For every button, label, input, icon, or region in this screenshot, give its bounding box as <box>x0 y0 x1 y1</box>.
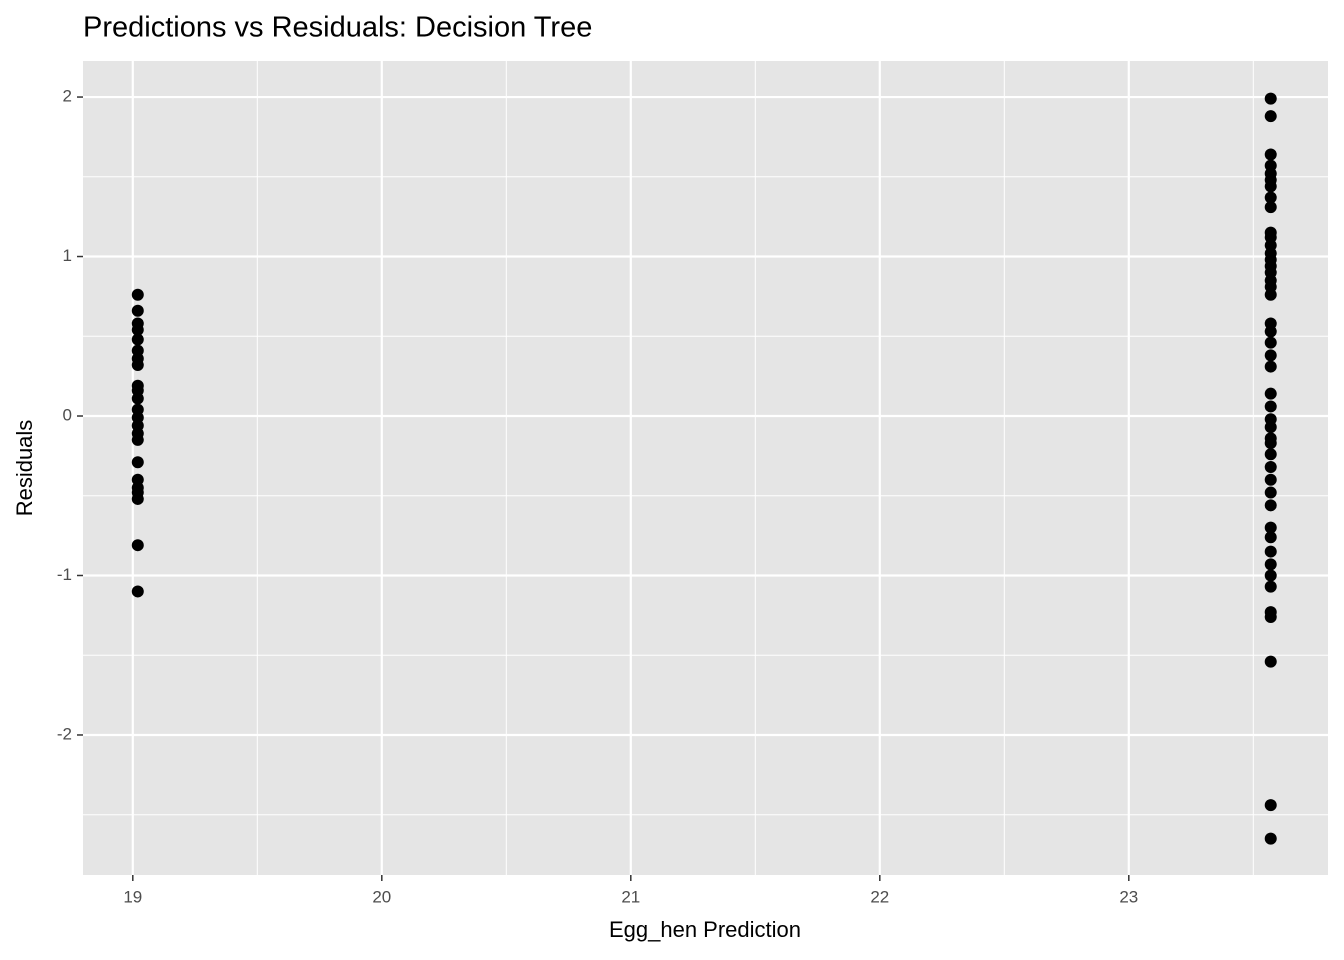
point <box>1264 558 1277 571</box>
y-tick-label: 0 <box>63 405 72 424</box>
point <box>1264 448 1277 461</box>
point <box>131 288 144 301</box>
y-tick-label: -2 <box>57 724 72 743</box>
y-tick-label: 1 <box>63 246 72 265</box>
point <box>131 492 144 505</box>
point <box>1264 655 1277 668</box>
x-tick-label: 22 <box>870 887 889 906</box>
point <box>1264 580 1277 593</box>
point <box>1264 336 1277 349</box>
x-tick-label: 21 <box>621 887 640 906</box>
point <box>1264 473 1277 486</box>
point <box>131 323 144 336</box>
y-axis-label: Residuals <box>12 420 37 517</box>
chart-title: Predictions vs Residuals: Decision Tree <box>83 12 592 44</box>
point <box>1264 531 1277 544</box>
point <box>131 585 144 598</box>
point <box>1264 437 1277 450</box>
point <box>1264 360 1277 373</box>
x-tick-label: 23 <box>1119 887 1138 906</box>
point <box>1264 421 1277 434</box>
point <box>1264 545 1277 558</box>
x-tick-label: 19 <box>123 887 142 906</box>
point <box>1264 148 1277 161</box>
point <box>131 539 144 552</box>
point <box>131 392 144 405</box>
point <box>1264 832 1277 845</box>
point <box>1264 92 1277 105</box>
point <box>1264 110 1277 123</box>
plot-panel <box>83 61 1328 875</box>
point <box>131 358 144 371</box>
point <box>1264 349 1277 362</box>
x-axis-label: Egg_hen Prediction <box>609 917 801 942</box>
point <box>1264 191 1277 204</box>
point <box>131 304 144 317</box>
point <box>1264 400 1277 413</box>
y-tick-label: 2 <box>63 87 72 106</box>
point <box>131 433 144 446</box>
point <box>1264 387 1277 400</box>
point <box>1264 610 1277 623</box>
point <box>1264 499 1277 512</box>
point <box>1264 461 1277 474</box>
point <box>1264 180 1277 193</box>
point <box>131 456 144 469</box>
point <box>131 333 144 346</box>
x-tick-label: 20 <box>372 887 391 906</box>
point <box>1264 201 1277 214</box>
point <box>1264 799 1277 812</box>
point <box>1264 521 1277 534</box>
point <box>1264 288 1277 301</box>
y-tick-label: -1 <box>57 565 72 584</box>
point <box>1264 569 1277 582</box>
point <box>1264 325 1277 338</box>
point <box>1264 486 1277 499</box>
